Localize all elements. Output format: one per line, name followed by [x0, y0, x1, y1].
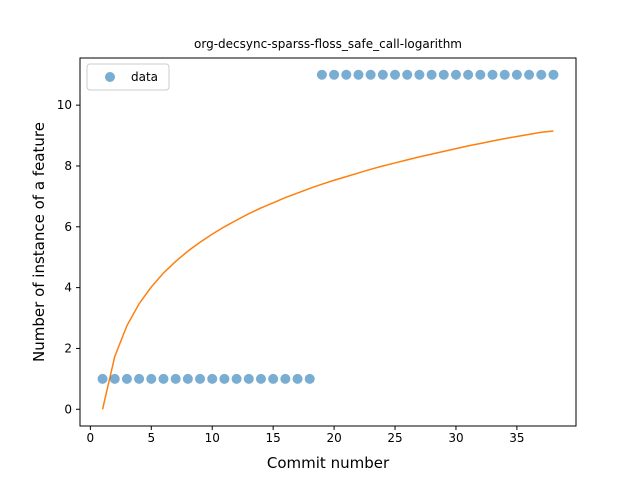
- x-tick-label: 35: [509, 431, 524, 445]
- data-point: [426, 69, 437, 80]
- y-tick-label: 8: [64, 159, 72, 173]
- data-point: [377, 69, 388, 80]
- data-marks: [97, 69, 559, 410]
- data-point: [146, 373, 157, 384]
- x-tick-label: 0: [87, 431, 95, 445]
- data-point: [280, 373, 291, 384]
- legend-marker-data: [105, 72, 115, 82]
- data-point: [499, 69, 510, 80]
- data-point: [450, 69, 461, 80]
- data-point: [353, 69, 364, 80]
- data-point: [402, 69, 413, 80]
- y-tick-label: 2: [64, 341, 72, 355]
- data-point: [524, 69, 535, 80]
- x-tick-label: 20: [326, 431, 341, 445]
- data-point: [182, 373, 193, 384]
- data-point: [292, 373, 303, 384]
- data-point: [304, 373, 315, 384]
- data-point: [231, 373, 242, 384]
- data-point: [487, 69, 498, 80]
- x-tick-label: 5: [147, 431, 155, 445]
- data-point: [316, 69, 327, 80]
- data-point: [365, 69, 376, 80]
- y-tick-label: 6: [64, 220, 72, 234]
- chart-title: org-decsync-sparss-floss_safe_call-logar…: [194, 37, 462, 51]
- data-point: [158, 373, 169, 384]
- data-point: [414, 69, 425, 80]
- data-point: [329, 69, 340, 80]
- data-point: [390, 69, 401, 80]
- x-axis: 0 5 10 15 20 25 30 35: [87, 426, 525, 445]
- data-point: [207, 373, 218, 384]
- y-axis-label: Number of instance of a feature: [30, 122, 48, 362]
- fit-line: [101, 130, 554, 410]
- x-tick-label: 10: [205, 431, 220, 445]
- data-point: [341, 69, 352, 80]
- data-point: [109, 373, 120, 384]
- y-tick-label: 10: [57, 98, 72, 112]
- data-point: [97, 373, 108, 384]
- data-point: [511, 69, 522, 80]
- data-point: [536, 69, 547, 80]
- data-point: [548, 69, 559, 80]
- plot-frame: [79, 57, 577, 427]
- y-tick-label: 4: [64, 281, 72, 295]
- data-point: [255, 373, 266, 384]
- x-tick-label: 30: [448, 431, 463, 445]
- x-tick-label: 15: [266, 431, 281, 445]
- data-point: [219, 373, 230, 384]
- data-point: [438, 69, 449, 80]
- plot-area: [79, 57, 577, 427]
- data-point: [243, 373, 254, 384]
- data-point: [268, 373, 279, 384]
- legend-box: [86, 63, 170, 91]
- data-point: [475, 69, 486, 80]
- data-point: [121, 373, 132, 384]
- data-point: [134, 373, 145, 384]
- y-tick-label: 0: [64, 402, 72, 416]
- legend: data: [86, 63, 170, 91]
- data-point: [170, 373, 181, 384]
- legend-label-data: data: [131, 70, 158, 84]
- x-axis-label: Commit number: [267, 454, 390, 472]
- data-point: [195, 373, 206, 384]
- y-axis: 0 2 4 6 8 10: [57, 98, 80, 416]
- x-tick-label: 25: [387, 431, 402, 445]
- data-point: [463, 69, 474, 80]
